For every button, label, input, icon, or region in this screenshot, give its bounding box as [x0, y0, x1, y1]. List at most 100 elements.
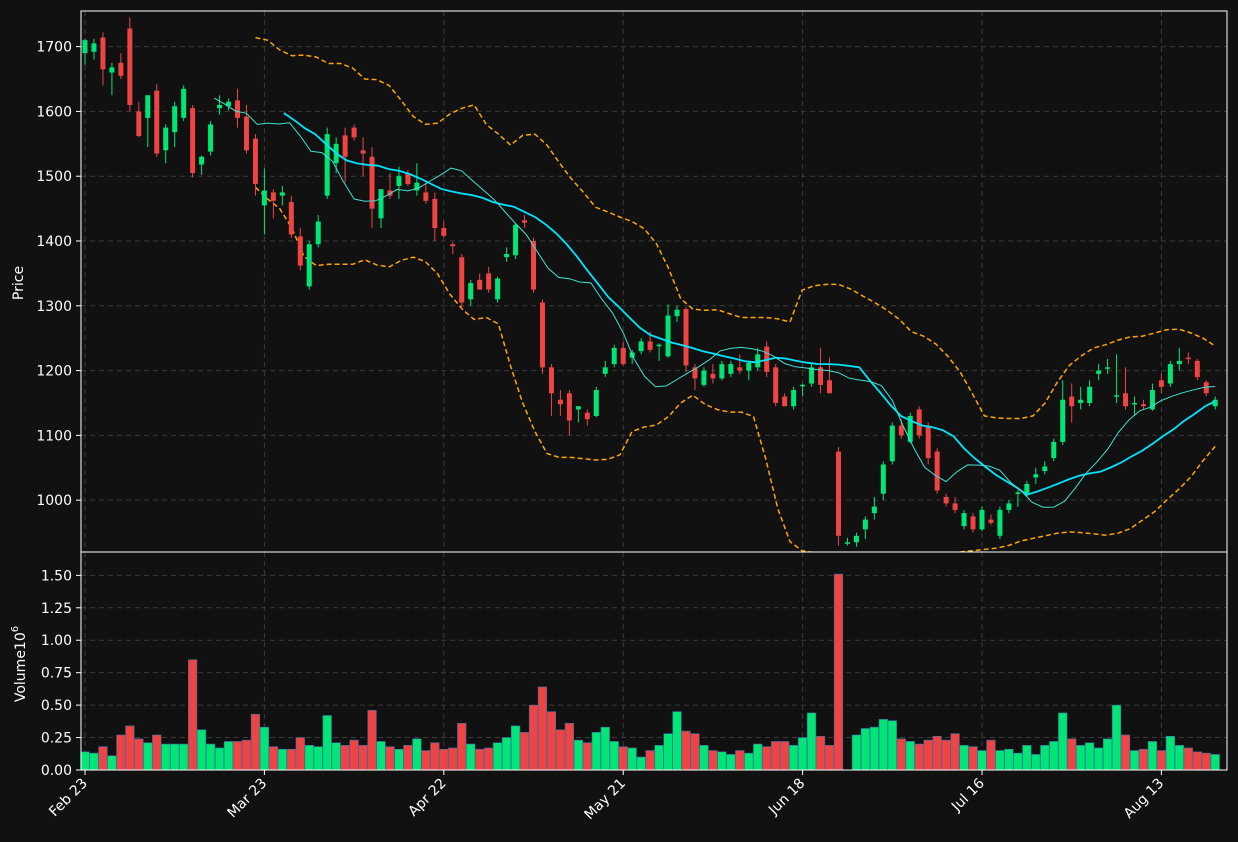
- volume-bar: [699, 745, 709, 771]
- candle-body: [916, 409, 922, 436]
- bollinger-lower-line: [254, 186, 1216, 552]
- candle-body: [773, 367, 779, 403]
- volume-bar: [125, 725, 135, 771]
- volume-bar: [977, 750, 987, 771]
- volume-bar: [824, 745, 835, 771]
- price-panel-frame: [80, 10, 1228, 553]
- volume-bar: [268, 746, 278, 771]
- candle-body: [602, 367, 608, 374]
- candle-body: [1123, 393, 1129, 407]
- volume-bar: [457, 722, 467, 771]
- volume-bar: [1201, 752, 1211, 771]
- x-tick-label: Apr 22: [405, 776, 449, 820]
- candle-body: [853, 535, 859, 543]
- volume-bar: [80, 751, 90, 771]
- candle-body: [1105, 367, 1111, 369]
- candle-body: [495, 278, 501, 300]
- candle-body: [988, 519, 994, 523]
- volume-bar: [188, 659, 198, 771]
- volume-bar: [1049, 741, 1059, 771]
- candle-body: [217, 104, 223, 109]
- volume-bar: [1102, 738, 1113, 771]
- volume-bar: [197, 729, 207, 771]
- candle-body: [844, 542, 850, 544]
- candle-body: [961, 513, 967, 527]
- volume-bar: [1031, 754, 1041, 771]
- candle-body: [584, 412, 590, 420]
- candle-body: [1158, 380, 1164, 387]
- volume-bar: [493, 742, 503, 771]
- candle-body: [818, 367, 824, 385]
- candle-body: [970, 516, 976, 530]
- price-tick-label: 1100: [36, 428, 72, 444]
- candle-body: [997, 509, 1003, 536]
- candle-body: [190, 108, 196, 173]
- candle-body: [880, 464, 886, 494]
- candle-body: [647, 341, 653, 350]
- candle-body: [226, 101, 232, 107]
- volume-bar: [914, 743, 924, 771]
- candle-body: [414, 182, 420, 191]
- candle-body: [360, 150, 366, 154]
- candle-body: [548, 367, 554, 394]
- candle-body: [934, 451, 940, 491]
- candle-body: [82, 40, 88, 54]
- volume-panel-frame: [80, 551, 1228, 771]
- candle-body: [181, 88, 187, 118]
- volume-bar: [932, 735, 942, 771]
- candle-body: [127, 28, 133, 105]
- volume-bar: [878, 719, 888, 771]
- volume-bar: [1120, 734, 1131, 771]
- candle-body: [1015, 492, 1021, 494]
- candle-body: [566, 393, 572, 421]
- volume-bar: [1165, 735, 1175, 771]
- candle-body: [827, 380, 833, 394]
- volume-bar: [430, 742, 440, 771]
- candle-body: [378, 189, 384, 219]
- candle-body: [782, 396, 788, 407]
- candle-body: [943, 496, 949, 504]
- candle-body: [288, 202, 294, 235]
- volume-bar: [179, 743, 189, 771]
- candle-body: [1051, 441, 1057, 459]
- candle-body: [1078, 399, 1084, 403]
- candle-body: [504, 253, 510, 258]
- candle-body: [692, 367, 698, 379]
- candle-body: [109, 67, 115, 73]
- volume-bar: [1076, 745, 1086, 771]
- volume-bar: [663, 733, 673, 771]
- candle-body: [1149, 390, 1155, 410]
- volume-bar: [1058, 712, 1068, 771]
- volume-bar: [654, 745, 664, 771]
- price-tick-label: 1400: [36, 234, 72, 250]
- price-tick-label: 1500: [36, 169, 72, 185]
- volume-bar: [546, 711, 557, 771]
- candle-body: [809, 367, 815, 384]
- volume-bar: [726, 754, 736, 771]
- volume-bar: [295, 737, 305, 771]
- candle-body: [925, 425, 931, 459]
- volume-bar: [528, 704, 539, 771]
- candle-body: [208, 124, 214, 152]
- volume-bar: [98, 746, 108, 771]
- volume-bars: [80, 573, 1220, 771]
- candle-body: [593, 390, 599, 416]
- volume-bar: [627, 747, 637, 771]
- candle-body: [297, 236, 303, 266]
- x-tick-label: Jul 16: [948, 775, 988, 815]
- volume-bar: [1004, 748, 1014, 771]
- volume-bar: [860, 728, 870, 771]
- volume-bar: [753, 743, 763, 771]
- candle-body: [952, 503, 958, 510]
- candle-body: [1096, 370, 1102, 374]
- volume-bar: [735, 750, 745, 771]
- candle-body: [701, 370, 707, 385]
- volume-bar: [573, 739, 583, 771]
- volume-bar: [851, 734, 862, 771]
- volume-bar: [89, 752, 99, 771]
- volume-bar: [394, 748, 404, 771]
- volume-bar: [232, 741, 243, 771]
- price-grid: [81, 11, 1227, 552]
- candle-body: [1033, 474, 1039, 478]
- candle-body: [710, 373, 716, 379]
